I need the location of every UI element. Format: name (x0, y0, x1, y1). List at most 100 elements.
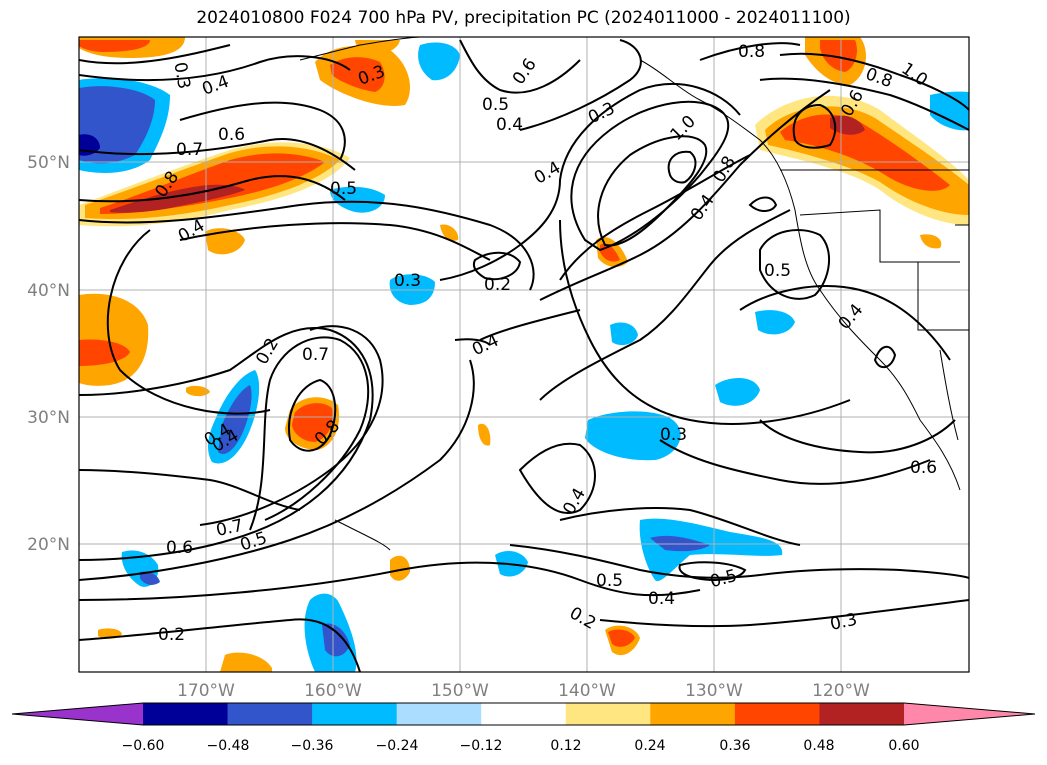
contour-line (759, 419, 956, 454)
colorbar-outline (11, 702, 1036, 726)
colorbar-segment (396, 703, 482, 725)
contour-line (519, 39, 642, 131)
shade-region (205, 228, 245, 255)
contour-line (106, 229, 271, 415)
contour-line (667, 150, 697, 184)
contour-line (288, 378, 337, 452)
contour-line (179, 101, 346, 161)
contour-label: 0.5 (596, 571, 623, 591)
colorbar-tick-label: 0.48 (803, 738, 834, 754)
lat-label: 20°N (27, 535, 70, 555)
shade-region (585, 411, 681, 461)
contour-line (79, 55, 351, 82)
contour-line (759, 77, 969, 131)
shade-region (639, 518, 783, 582)
shade-region (330, 186, 385, 213)
colorbar-segment (734, 703, 820, 725)
colorbar-tick-label: −0.48 (207, 738, 250, 754)
contour-line (659, 439, 931, 485)
contour-label: 0.6 (166, 538, 193, 558)
colorbar-tick-label: −0.36 (291, 738, 334, 754)
lon-label: 170°W (177, 681, 235, 701)
contour-line (459, 39, 581, 94)
contour-line (479, 309, 581, 341)
shade-region (79, 40, 150, 52)
shade-region (608, 629, 635, 647)
coastline (939, 349, 959, 441)
shade-region (355, 40, 400, 54)
contour-line (699, 42, 801, 61)
contour-line (779, 52, 969, 111)
contour-line (439, 83, 741, 281)
figure-title: 2024010800 F024 700 hPa PV, precipitatio… (196, 8, 851, 28)
contour-line (79, 138, 356, 171)
contour-line (79, 175, 346, 203)
shade-region (440, 224, 459, 241)
contour-line (597, 135, 708, 247)
lon-label: 130°W (685, 681, 743, 701)
contour-line (748, 196, 778, 212)
shade-region (322, 623, 350, 657)
lon-label: 140°W (558, 681, 616, 701)
lat-labels: 50°N 40°N 30°N 20°N (27, 153, 70, 555)
contour-label: 0.6 (218, 125, 245, 145)
contour-label: 0.6 (910, 458, 937, 478)
coastlines (299, 37, 969, 551)
contour-line (509, 544, 969, 579)
colorbar (11, 702, 1036, 726)
shade-region (610, 322, 638, 346)
shade-region (478, 423, 491, 446)
colorbar-ticks: −0.60 −0.48 −0.36 −0.24 −0.12 0.12 0.24 … (122, 738, 920, 754)
contour-line (518, 442, 596, 515)
contour-line (559, 154, 751, 281)
map-frame (78, 36, 970, 673)
contour-line (739, 285, 951, 361)
coastline (917, 262, 969, 331)
colorbar-segment (565, 703, 651, 725)
colorbar-tick-label: 0.60 (888, 738, 919, 754)
colorbar-tick-label: 0.24 (634, 738, 665, 754)
lon-label: 120°W (812, 681, 870, 701)
contour-label: 0.5 (482, 95, 509, 115)
contour-label: 0.2 (484, 275, 511, 295)
lat-label: 50°N (27, 153, 70, 173)
contour-line (792, 103, 837, 149)
colorbar-tick-label: −0.12 (460, 738, 503, 754)
contour-line (79, 469, 301, 511)
shade-region (292, 403, 333, 442)
shade-region (220, 652, 272, 672)
contour-label: 0.3 (660, 425, 687, 445)
lat-label: 40°N (27, 281, 70, 301)
shade-region (755, 310, 795, 335)
contour-label: 0.3 (394, 271, 421, 291)
shade-region (780, 114, 950, 191)
pv-contours (79, 39, 969, 672)
shade-region (830, 115, 865, 135)
colorbar-segment (819, 703, 905, 725)
contour-line (79, 327, 374, 561)
colorbar-tick-label: −0.24 (376, 738, 419, 754)
colorbar-segment (312, 703, 398, 725)
colorbar-segment (481, 703, 567, 725)
shade-region (186, 385, 210, 397)
contour-line (873, 345, 897, 369)
contour-line (559, 219, 851, 425)
lon-label: 160°W (304, 681, 362, 701)
shade-region (79, 339, 130, 366)
lon-labels: 170°W 160°W 150°W 140°W 130°W 120°W (177, 681, 870, 701)
colorbar-segment (650, 703, 736, 725)
colorbar-extend-right (904, 703, 1035, 725)
shade-region (820, 40, 857, 72)
shade-region (920, 234, 942, 249)
colorbar-segment (143, 703, 229, 725)
colorbar-tick-label: 0.12 (550, 738, 581, 754)
coastline (799, 209, 960, 263)
contour-line (539, 209, 791, 401)
contour-line (472, 251, 522, 281)
contour-line (454, 338, 491, 346)
contour-label: 0.4 (496, 115, 523, 135)
shade-region (715, 378, 760, 406)
colorbar-tick-label: 0.36 (719, 738, 750, 754)
contour-line (79, 359, 475, 581)
